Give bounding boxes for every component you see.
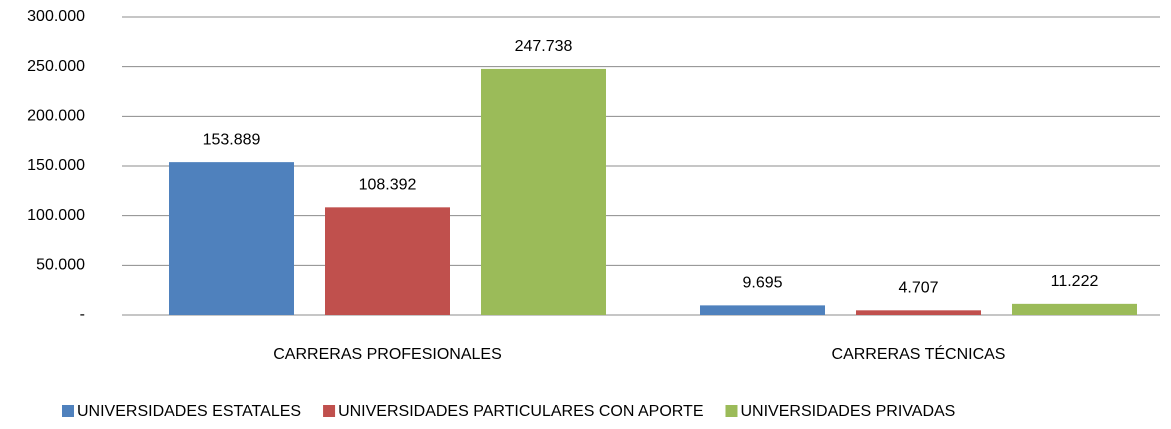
legend-swatch xyxy=(725,405,738,417)
legend-label: UNIVERSIDADES PRIVADAS xyxy=(740,403,955,420)
legend-swatch xyxy=(323,405,336,417)
data-label: 4.707 xyxy=(898,280,938,297)
legend-label: UNIVERSIDADES ESTATALES xyxy=(77,403,301,420)
bar xyxy=(856,310,981,315)
data-label: 108.392 xyxy=(359,177,417,194)
data-label: 9.695 xyxy=(742,275,782,292)
data-label: 153.889 xyxy=(203,131,261,148)
y-tick-label: 250.000 xyxy=(27,58,85,75)
bar xyxy=(1012,303,1137,315)
y-tick-label: 50.000 xyxy=(36,257,85,274)
y-tick-label: 100.000 xyxy=(27,207,85,224)
y-tick-label: 200.000 xyxy=(27,108,85,125)
y-tick-label: - xyxy=(80,306,85,323)
x-tick-label: CARRERAS PROFESIONALES xyxy=(273,346,502,363)
y-tick-label: 300.000 xyxy=(27,8,85,25)
bar xyxy=(481,68,606,315)
bar xyxy=(169,162,294,315)
y-tick-label: 150.000 xyxy=(27,157,85,174)
bar xyxy=(325,207,450,315)
data-label: 11.222 xyxy=(1051,273,1099,290)
data-label: 247.738 xyxy=(515,38,573,55)
legend-swatch xyxy=(62,405,74,417)
legend-label: UNIVERSIDADES PARTICULARES CON APORTE xyxy=(338,403,703,420)
bar xyxy=(700,305,825,315)
x-tick-label: CARRERAS TÉCNICAS xyxy=(832,344,1006,363)
